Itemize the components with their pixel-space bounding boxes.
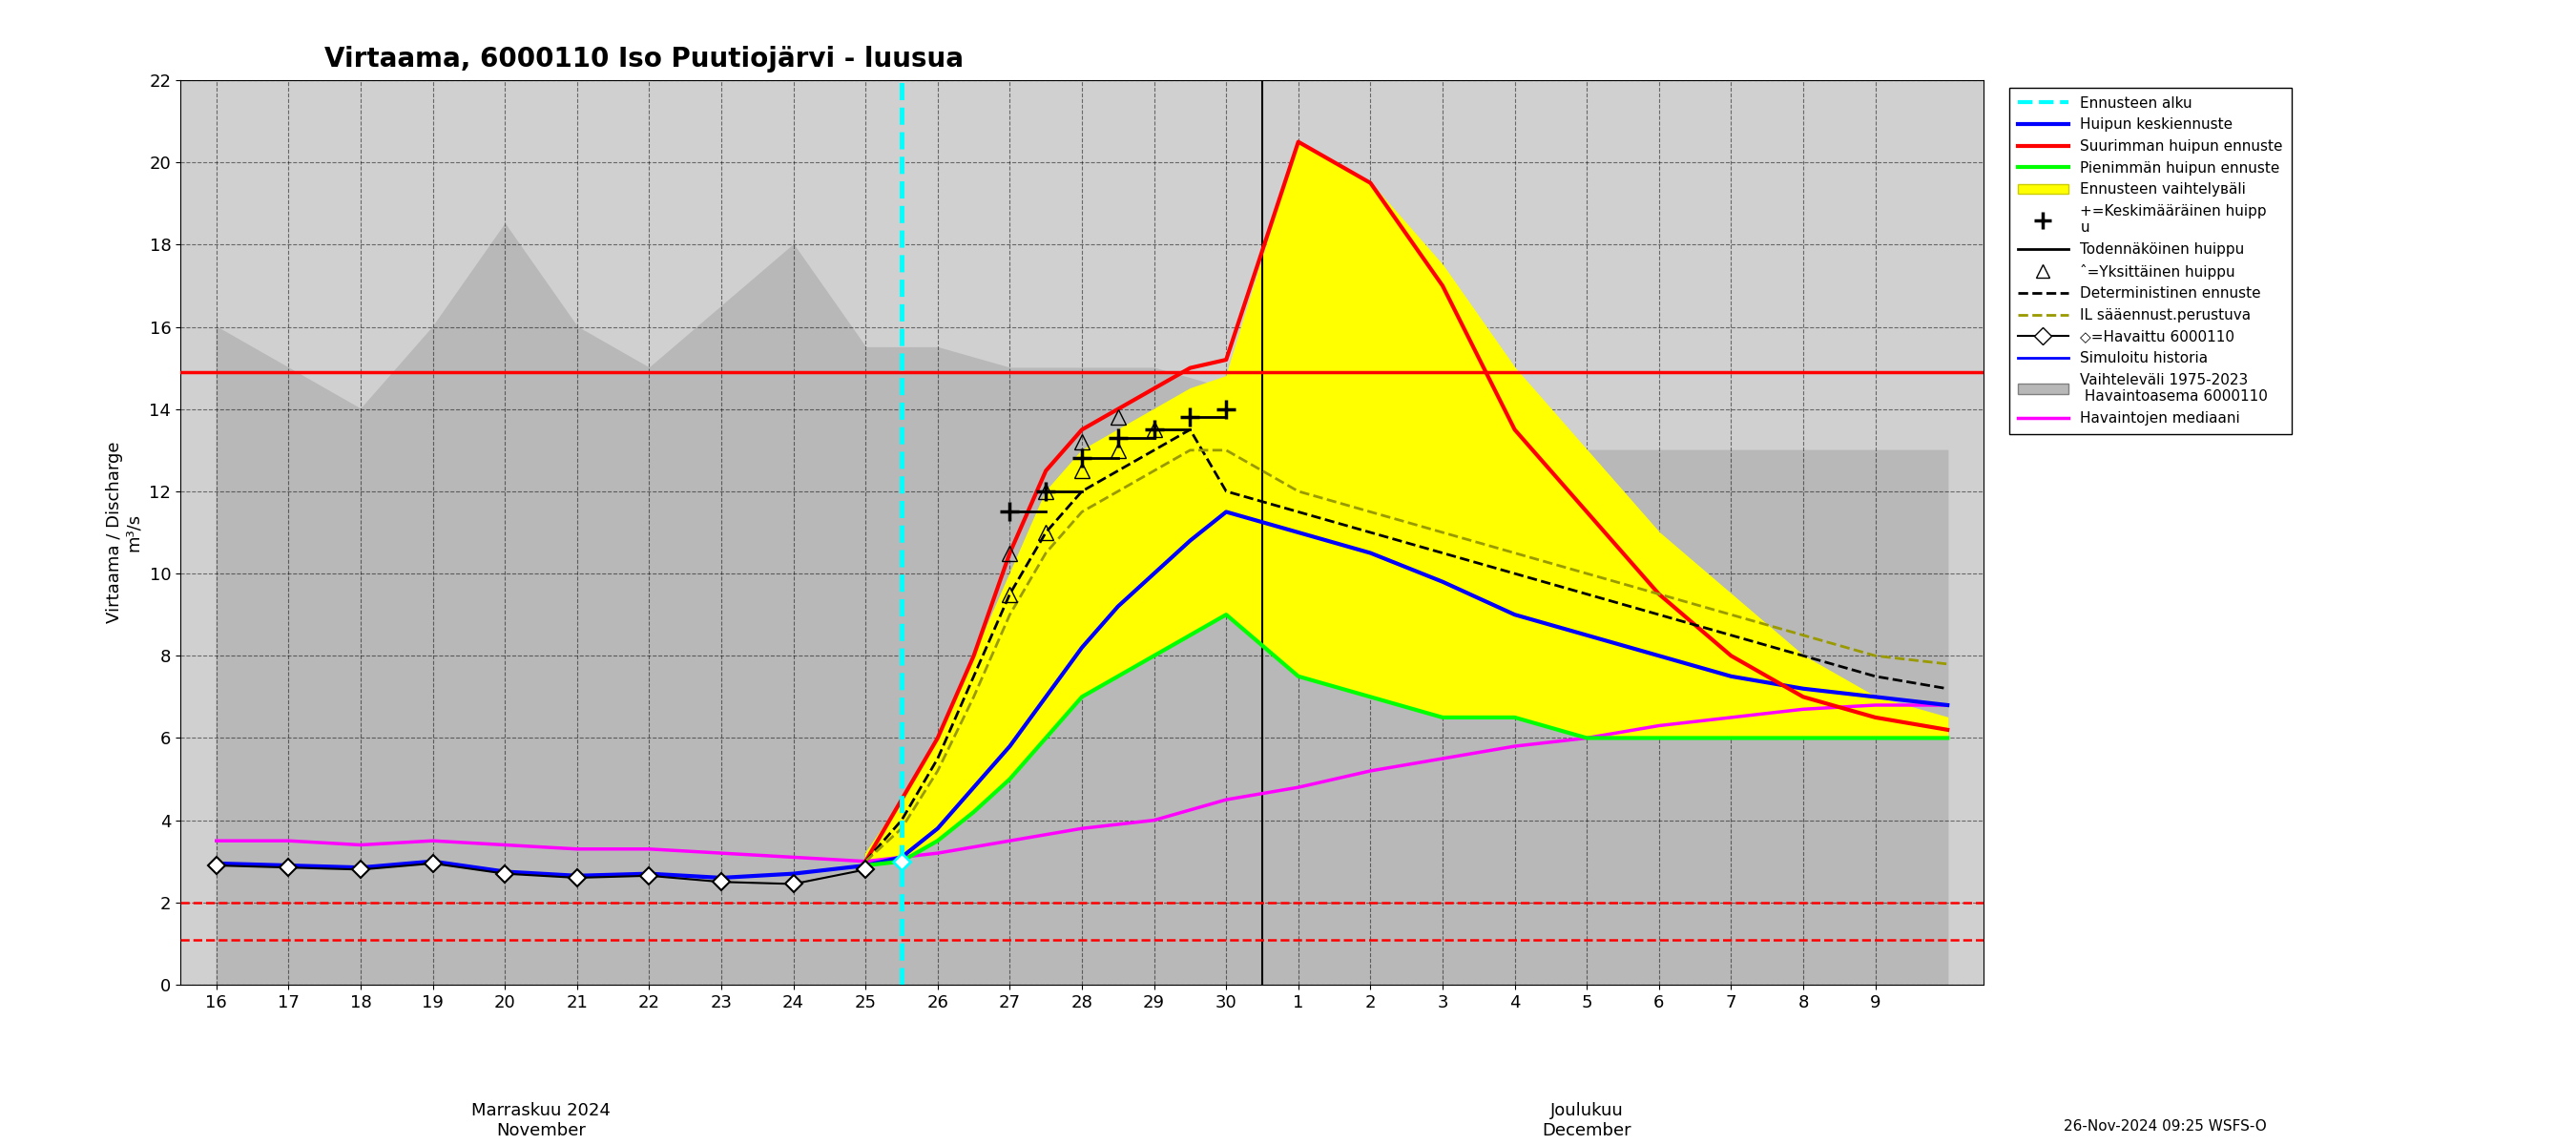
Y-axis label: Virtaama / Discharge
m³/s: Virtaama / Discharge m³/s <box>106 442 142 623</box>
Legend: Ennusteen alku, Huipun keskiennuste, Suurimman huipun ennuste, Pienimmän huipun : Ennusteen alku, Huipun keskiennuste, Suu… <box>2009 87 2293 434</box>
Text: Virtaama, 6000110 Iso Puutiojärvi - luusua: Virtaama, 6000110 Iso Puutiojärvi - luus… <box>325 46 963 72</box>
Text: Marraskuu 2024
November: Marraskuu 2024 November <box>471 1103 611 1139</box>
Text: Joulukuu
December: Joulukuu December <box>1543 1103 1631 1139</box>
Text: 26-Nov-2024 09:25 WSFS-O: 26-Nov-2024 09:25 WSFS-O <box>2063 1120 2267 1134</box>
